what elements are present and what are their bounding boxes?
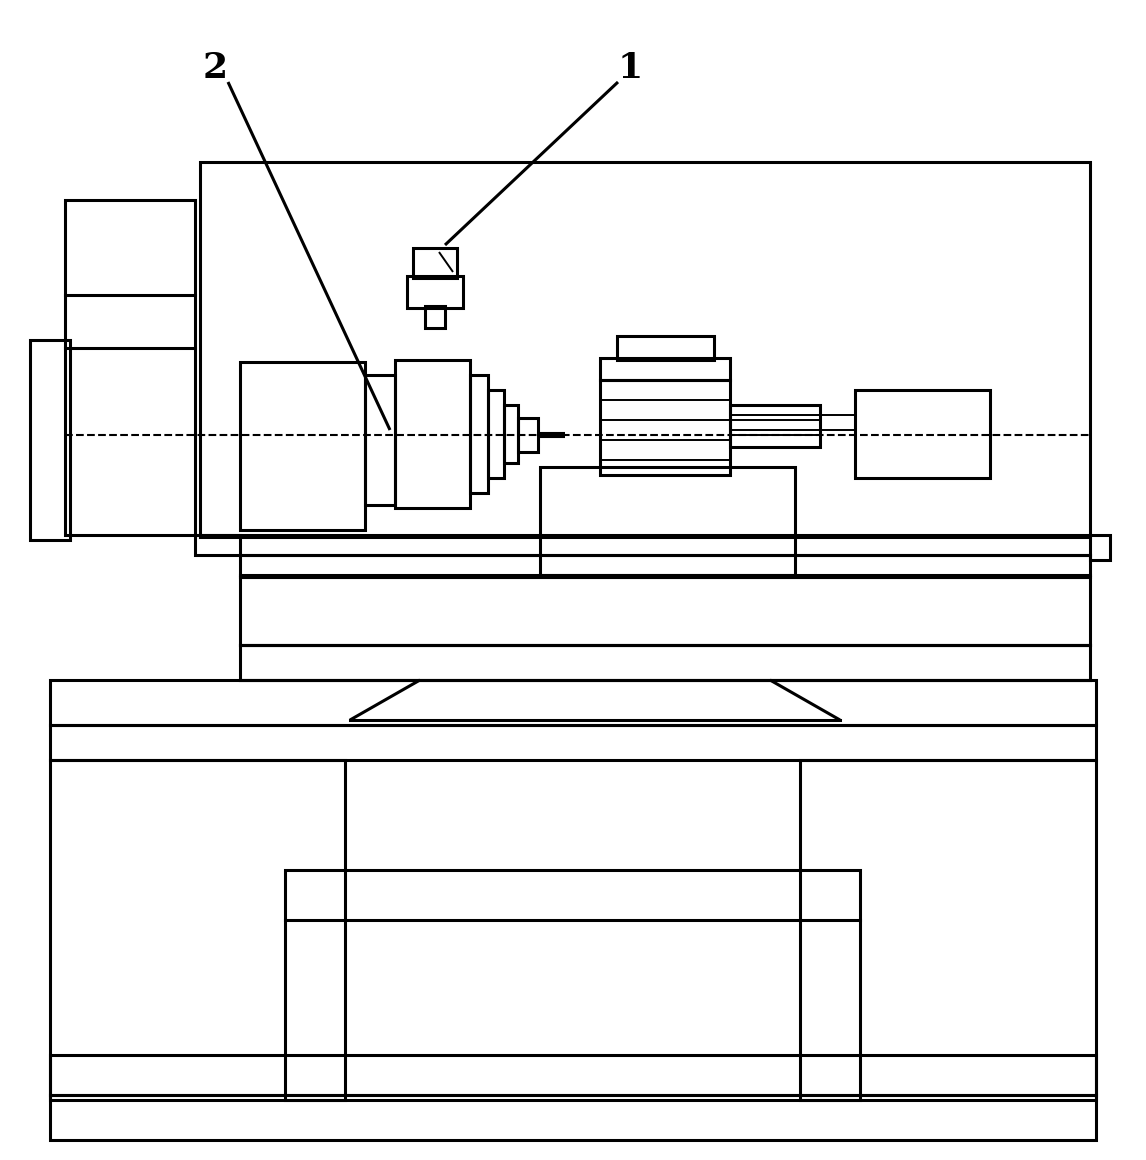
Text: 1: 1: [618, 51, 643, 85]
Bar: [1090, 535, 1110, 560]
Bar: [730, 405, 821, 447]
Bar: [50, 1054, 1096, 1095]
Bar: [601, 358, 730, 380]
Bar: [470, 375, 488, 493]
Bar: [201, 162, 1090, 537]
Bar: [240, 645, 1090, 680]
Bar: [407, 276, 463, 309]
Bar: [518, 418, 537, 452]
Bar: [540, 467, 795, 575]
Bar: [30, 340, 70, 541]
Bar: [425, 306, 445, 328]
Bar: [285, 870, 860, 1100]
Bar: [50, 725, 1096, 760]
Bar: [50, 760, 345, 1100]
Bar: [240, 554, 1090, 577]
Bar: [601, 380, 730, 474]
Bar: [488, 390, 504, 478]
Bar: [364, 375, 395, 505]
Bar: [240, 362, 364, 530]
Bar: [855, 390, 990, 478]
Bar: [50, 680, 1096, 725]
Bar: [50, 1095, 1096, 1140]
Bar: [195, 535, 240, 554]
Bar: [504, 405, 518, 463]
Bar: [65, 200, 195, 535]
Bar: [413, 248, 457, 278]
Bar: [800, 760, 1096, 1100]
Bar: [617, 336, 714, 360]
Bar: [240, 577, 1090, 645]
Bar: [395, 360, 470, 508]
Text: 2: 2: [203, 51, 228, 85]
